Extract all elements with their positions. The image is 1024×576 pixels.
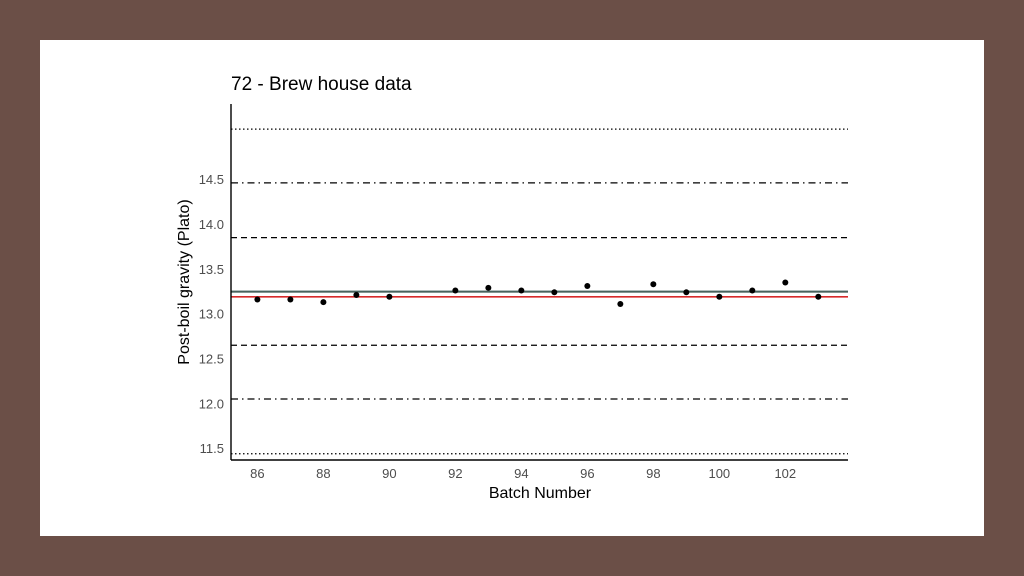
- data-point: [254, 296, 261, 303]
- reference-lines: [231, 128, 848, 455]
- y-axis-title: Post-boil gravity (Plato): [176, 199, 193, 364]
- y-tick-label: 13.0: [199, 307, 224, 322]
- x-axis-title: Batch Number: [489, 485, 592, 502]
- x-tick-label: 94: [514, 466, 528, 481]
- x-tick-label: 100: [708, 466, 730, 481]
- data-point: [749, 287, 756, 294]
- data-point: [485, 284, 492, 291]
- y-tick-labels: 11.5 12.0 12.5 13.0 13.5 14.0 14.5: [199, 172, 224, 456]
- data-point: [617, 300, 624, 307]
- chart-title: 72 - Brew house data: [231, 74, 412, 95]
- x-tick-label: 86: [250, 466, 264, 481]
- data-point: [551, 289, 558, 296]
- data-point: [683, 289, 690, 296]
- data-point: [716, 293, 723, 300]
- x-tick-label: 92: [448, 466, 462, 481]
- data-point: [650, 281, 657, 288]
- x-tick-label: 88: [316, 466, 330, 481]
- y-tick-label: 11.5: [200, 441, 224, 456]
- data-point: [386, 293, 393, 300]
- y-tick-label: 14.0: [199, 217, 224, 232]
- x-tick-label: 96: [580, 466, 594, 481]
- x-tick-labels: 86 88 90 92 94 96 98 100 102: [250, 466, 796, 481]
- data-point: [518, 287, 525, 294]
- data-points: [254, 279, 822, 307]
- data-point: [320, 299, 327, 306]
- y-tick-label: 12.0: [199, 396, 224, 411]
- y-tick-label: 13.5: [199, 262, 224, 277]
- data-point: [782, 279, 789, 286]
- chart-frame: 72 - Brew house data 11.5 12.0 12.5 13.0 13.…: [40, 40, 984, 536]
- data-point: [287, 296, 294, 303]
- y-tick-label: 12.5: [199, 352, 224, 367]
- data-point: [584, 283, 591, 290]
- data-point: [353, 292, 360, 299]
- x-tick-label: 102: [774, 466, 796, 481]
- data-point: [815, 293, 822, 300]
- chart-svg: 72 - Brew house data 11.5 12.0 12.5 13.0 13.…: [176, 74, 848, 502]
- y-tick-label: 14.5: [199, 172, 224, 187]
- x-tick-label: 90: [382, 466, 396, 481]
- x-tick-label: 98: [646, 466, 660, 481]
- data-point: [452, 287, 459, 294]
